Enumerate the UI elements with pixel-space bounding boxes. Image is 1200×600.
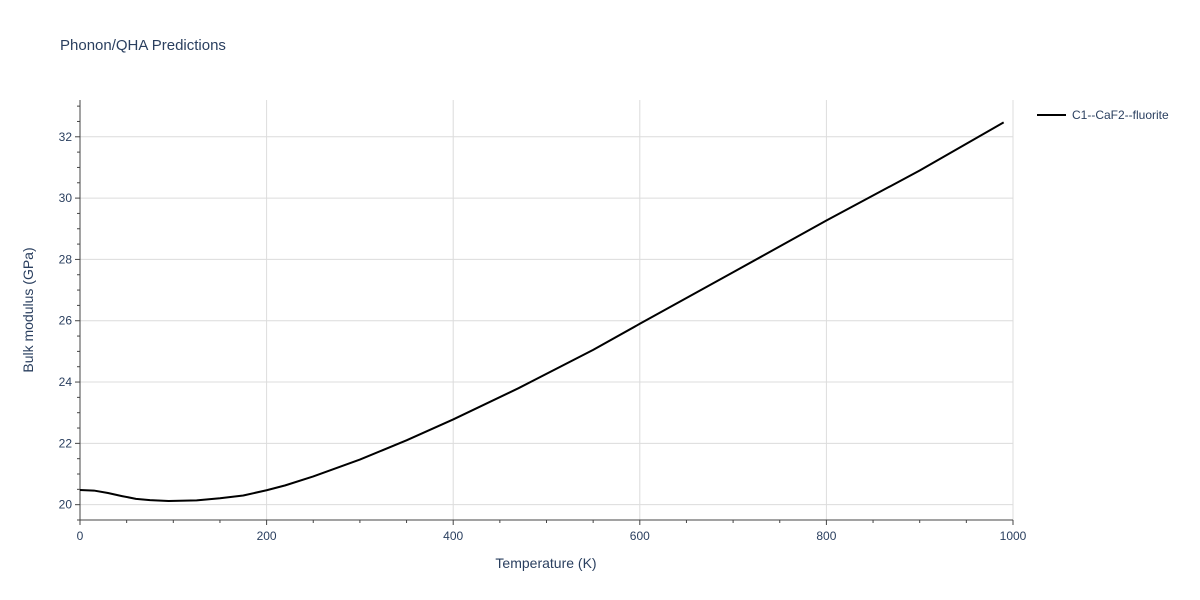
- chart-title: Phonon/QHA Predictions: [60, 37, 226, 54]
- grid-lines: [80, 100, 1014, 520]
- x-tick-label: 600: [630, 529, 650, 543]
- legend-label: C1--CaF2--fluorite: [1072, 108, 1169, 122]
- x-tick-label: 800: [816, 529, 836, 543]
- legend[interactable]: C1--CaF2--fluorite: [1037, 108, 1169, 122]
- series-layer: [79, 121, 1005, 502]
- minor-ticks: [75, 105, 1014, 525]
- y-tick-label: 24: [59, 375, 73, 389]
- y-tick-labels: 20 22 24 26 28 30 32: [59, 130, 73, 512]
- y-tick-label: 28: [59, 252, 73, 266]
- y-tick-label: 26: [59, 314, 73, 328]
- y-tick-label: 32: [59, 130, 73, 144]
- x-axis-title: Temperature (K): [495, 555, 596, 571]
- series-line: [79, 121, 1005, 502]
- axes: [79, 100, 1013, 521]
- x-tick-label: 200: [257, 529, 277, 543]
- y-tick-label: 30: [59, 191, 73, 205]
- x-tick-label: 0: [77, 529, 84, 543]
- x-tick-labels: 0 200 400 600 800 1000: [77, 529, 1027, 543]
- x-tick-label: 1000: [1000, 529, 1027, 543]
- y-tick-label: 20: [59, 498, 73, 512]
- x-tick-label: 400: [443, 529, 463, 543]
- y-axis-title: Bulk modulus (GPa): [20, 247, 36, 372]
- y-tick-label: 22: [59, 436, 73, 450]
